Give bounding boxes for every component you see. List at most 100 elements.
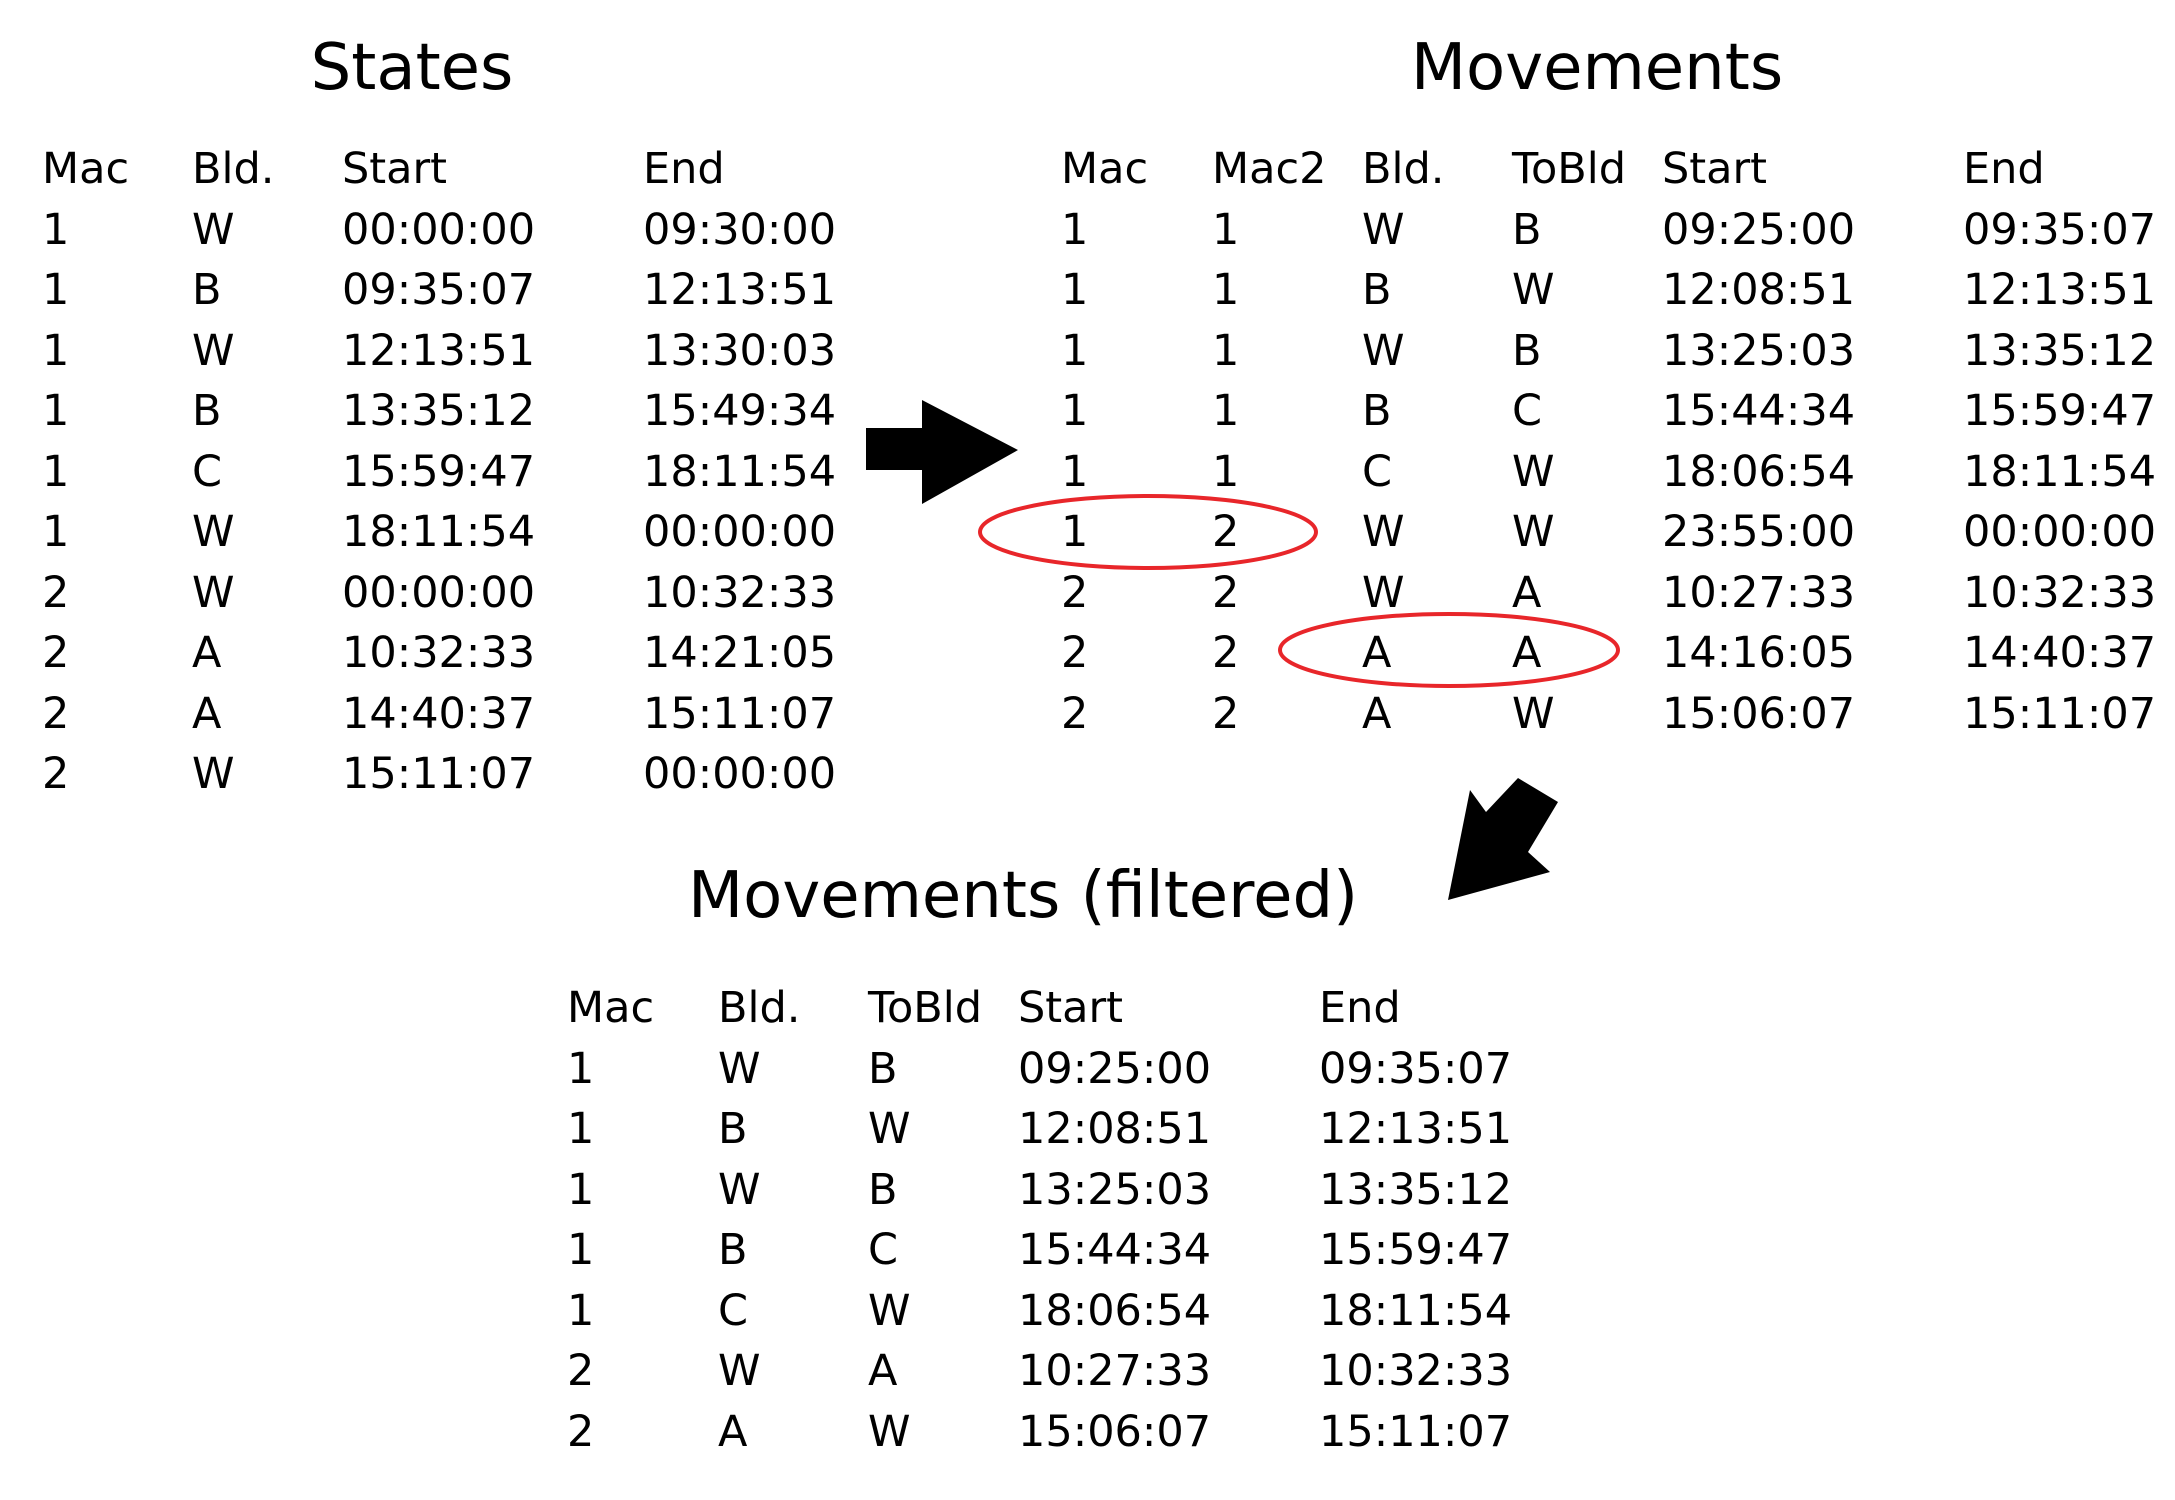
cell-tobld: W [1512,688,1555,739]
cell-mac: 2 [42,567,70,618]
cell-tobld: B [1512,325,1542,376]
cell-mac: 1 [1061,325,1089,376]
cell-end: 13:30:03 [643,325,837,376]
highlight-ellipse-row-8 [1278,612,1620,688]
cell-mac: 1 [567,1164,595,1215]
cell-start: 23:55:00 [1662,507,1856,557]
cell-mac: 2 [42,628,70,678]
column-header-mac2: Mac2 [1212,144,1327,194]
cell-mac2: 2 [1212,688,1240,739]
cell-bld: B [718,1104,748,1154]
cell-bld: A [1362,688,1392,739]
highlight-ellipse-row-6 [978,494,1318,570]
cell-end: 13:35:12 [1963,325,2157,376]
cell-start: 00:00:00 [342,567,536,618]
cell-tobld: A [868,1346,898,1396]
cell-bld: B [1362,265,1392,315]
cell-bld: A [192,628,222,678]
cell-start: 09:35:07 [342,265,536,315]
cell-mac: 1 [42,446,70,497]
cell-end: 10:32:33 [643,567,837,618]
cell-bld: B [1362,386,1392,436]
cell-bld: W [1362,567,1405,618]
cell-mac: 1 [1061,204,1089,255]
cell-start: 10:27:33 [1018,1346,1212,1396]
column-header-mac: Mac [567,983,655,1033]
cell-end: 12:13:51 [1963,265,2157,315]
cell-bld: A [718,1406,748,1457]
cell-bld: W [1362,325,1405,376]
cell-bld: A [1362,628,1392,678]
cell-bld: W [1362,507,1405,557]
cell-end: 10:32:33 [1319,1346,1513,1396]
cell-end: 15:59:47 [1319,1225,1513,1275]
cell-start: 00:00:00 [342,204,536,255]
cell-bld: C [192,446,223,497]
cell-tobld: C [868,1225,899,1275]
cell-bld: W [192,749,235,799]
column-header-start: Start [1662,144,1768,194]
cell-end: 15:11:07 [643,688,837,739]
cell-mac2: 2 [1212,628,1240,678]
cell-bld: W [718,1346,761,1396]
cell-end: 00:00:00 [643,749,837,799]
cell-end: 10:32:33 [1963,567,2157,618]
cell-end: 18:11:54 [1963,446,2157,497]
cell-mac: 2 [42,688,70,739]
cell-tobld: W [868,1406,911,1457]
cell-end: 18:11:54 [643,446,837,497]
cell-mac: 1 [42,325,70,376]
column-header-mac: Mac [42,144,130,194]
cell-tobld: A [1512,567,1542,618]
cell-bld: W [192,325,235,376]
cell-tobld: W [868,1285,911,1336]
cell-mac: 2 [567,1406,595,1457]
cell-start: 09:25:00 [1018,1043,1212,1094]
cell-bld: W [718,1164,761,1215]
cell-mac: 1 [567,1285,595,1336]
cell-start: 18:11:54 [342,507,536,557]
cell-tobld: B [868,1043,898,1094]
column-header-tobld: ToBld [868,983,983,1033]
cell-end: 00:00:00 [1963,507,2157,557]
down-left-arrow-icon [1448,778,1558,900]
cell-mac2: 1 [1212,386,1240,436]
column-header-bld: Bld. [192,144,275,194]
cell-start: 15:06:07 [1018,1406,1212,1457]
cell-end: 09:35:07 [1319,1043,1513,1094]
cell-bld: B [192,386,222,436]
cell-end: 12:13:51 [1319,1104,1513,1154]
cell-start: 13:25:03 [1662,325,1856,376]
cell-mac2: 2 [1212,507,1240,557]
cell-bld: A [192,688,222,739]
cell-tobld: W [1512,265,1555,315]
column-header-bld: Bld. [718,983,801,1033]
cell-start: 15:59:47 [342,446,536,497]
cell-start: 15:11:07 [342,749,536,799]
cell-end: 14:21:05 [643,628,837,678]
cell-start: 18:06:54 [1662,446,1856,497]
column-header-mac: Mac [1061,144,1149,194]
cell-start: 13:35:12 [342,386,536,436]
movements-filtered-title: Movements (filtered) [687,859,1359,933]
column-header-tobld: ToBld [1512,144,1627,194]
movements-title: Movements [1410,31,1784,105]
column-header-start: Start [342,144,448,194]
cell-start: 12:08:51 [1018,1104,1212,1154]
cell-tobld: W [1512,446,1555,497]
cell-end: 12:13:51 [643,265,837,315]
cell-start: 13:25:03 [1018,1164,1212,1215]
cell-bld: B [718,1225,748,1275]
cell-bld: W [718,1043,761,1094]
cell-mac: 1 [1061,507,1089,557]
cell-bld: C [1362,446,1393,497]
cell-mac: 1 [42,507,70,557]
cell-start: 14:16:05 [1662,628,1856,678]
cell-tobld: W [1512,507,1555,557]
cell-mac: 2 [1061,567,1089,618]
cell-mac: 2 [1061,688,1089,739]
cell-start: 09:25:00 [1662,204,1856,255]
cell-mac: 1 [567,1104,595,1154]
cell-start: 14:40:37 [342,688,536,739]
cell-bld: C [718,1285,749,1336]
